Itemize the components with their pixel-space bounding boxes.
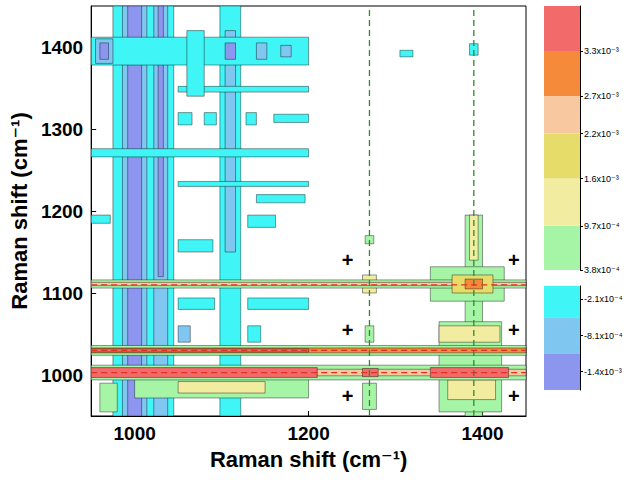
svg-text:1200: 1200 xyxy=(287,423,329,444)
svg-text:1400: 1400 xyxy=(41,37,83,58)
svg-text:1200: 1200 xyxy=(41,201,83,222)
svg-text:+: + xyxy=(342,319,354,341)
svg-text:1400: 1400 xyxy=(461,423,503,444)
svg-text:-8.1x10⁻⁴: -8.1x10⁻⁴ xyxy=(584,331,623,341)
svg-text:1.6x10⁻³: 1.6x10⁻³ xyxy=(584,174,619,184)
svg-text:-2.1x10⁻⁴: -2.1x10⁻⁴ xyxy=(584,294,623,304)
svg-text:-1.4x10⁻³: -1.4x10⁻³ xyxy=(584,367,622,377)
svg-text:+: + xyxy=(508,249,520,271)
svg-text:+: + xyxy=(342,385,354,407)
svg-text:9.7x10⁻⁴: 9.7x10⁻⁴ xyxy=(584,221,620,231)
svg-text:Raman shift (cm⁻¹): Raman shift (cm⁻¹) xyxy=(7,112,32,309)
svg-text:Raman shift (cm⁻¹): Raman shift (cm⁻¹) xyxy=(210,447,407,472)
svg-text:1000: 1000 xyxy=(114,423,156,444)
svg-text:+: + xyxy=(508,319,520,341)
svg-text:+: + xyxy=(342,249,354,271)
svg-text:2.7x10⁻³: 2.7x10⁻³ xyxy=(584,91,619,101)
svg-text:1000: 1000 xyxy=(41,365,83,386)
svg-text:+: + xyxy=(508,385,520,407)
svg-text:2.2x10⁻³: 2.2x10⁻³ xyxy=(584,129,619,139)
svg-text:3.3x10⁻³: 3.3x10⁻³ xyxy=(584,46,619,56)
svg-text:3.8x10⁻⁴: 3.8x10⁻⁴ xyxy=(584,265,620,275)
svg-text:1100: 1100 xyxy=(42,283,83,304)
svg-text:1300: 1300 xyxy=(41,119,83,140)
